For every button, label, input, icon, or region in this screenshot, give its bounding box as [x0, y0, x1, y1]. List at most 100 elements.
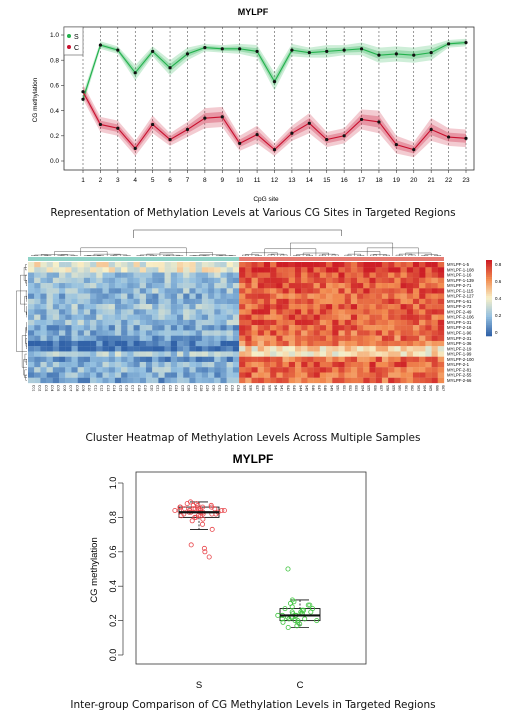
heatmap-cell [71, 346, 78, 352]
box-point [177, 504, 183, 510]
legend-gradient-step [486, 275, 492, 278]
heatmap-cell [46, 283, 53, 289]
heatmap-cell [406, 356, 414, 363]
heatmap-cell [177, 262, 184, 268]
heatmap-cell [65, 377, 72, 384]
heatmap-cell [201, 309, 209, 315]
heatmap-cell [363, 367, 370, 373]
heatmap-cell [189, 335, 196, 342]
heatmap-cell [276, 335, 283, 342]
heatmap-cell [226, 314, 234, 321]
heatmap-cell [388, 283, 395, 289]
heatmap-column-labels: C01 C02 C03 C04 C05 C06 C07 C08 C09 C10 C11 C12 C13 C… [31, 385, 445, 391]
heatmap-cell [114, 288, 122, 294]
heatmap-cell [208, 267, 215, 273]
heatmap-cell [164, 361, 171, 368]
heatmap-cell [28, 288, 35, 294]
heatmap-cell [245, 356, 252, 363]
heatmap-cell [208, 314, 215, 321]
heatmap-cell [257, 351, 265, 357]
heatmap-cell [419, 377, 426, 384]
data-point [98, 122, 103, 127]
x-tick-label: 7 [186, 177, 190, 184]
legend-swatch-s [67, 34, 71, 38]
heatmap-cell [363, 272, 370, 278]
heatmap-cell [257, 346, 265, 352]
heatmap-cell [257, 335, 265, 342]
heatmap-cell [263, 314, 271, 321]
heatmap-cell [177, 309, 184, 315]
heatmap-cell [164, 335, 171, 342]
heatmap-cell [437, 330, 445, 336]
data-point [342, 48, 346, 52]
heatmap-cell [71, 309, 78, 315]
row-dendrogram-branch [24, 295, 27, 313]
heatmap-cell [301, 288, 308, 294]
heatmap-cell [326, 293, 333, 299]
heatmap-cell [40, 335, 47, 342]
heatmap-cell [214, 298, 221, 305]
heatmap-cell [332, 304, 339, 310]
dendrogram-branch [421, 255, 429, 256]
heatmap-cell [34, 277, 41, 284]
heatmap-cell [164, 314, 171, 321]
heatmap-cell [431, 361, 438, 368]
heatmap-cell [183, 372, 190, 378]
heatmap-cell [46, 293, 53, 299]
heatmap-cell [381, 277, 389, 284]
heatmap-cell [251, 335, 258, 342]
heatmap-cell [226, 262, 234, 268]
heatmap-cell [232, 340, 240, 347]
heatmap-cell [158, 340, 165, 347]
heatmap-cell [307, 330, 314, 336]
heatmap-cell [208, 330, 215, 336]
heatmap-cell [195, 330, 202, 336]
heatmap-cell [158, 361, 165, 368]
heatmap-cell [344, 267, 352, 273]
heatmap-cell [276, 304, 283, 310]
heatmap-cell [139, 309, 147, 315]
series-band-s [83, 38, 466, 106]
heatmap-cell [71, 262, 78, 268]
heatmap-cell [52, 372, 60, 378]
column-label: S52 [348, 385, 352, 391]
heatmap-cell [189, 267, 196, 273]
heatmap-cell [419, 309, 426, 315]
heatmap-cell [326, 377, 333, 384]
heatmap-cell [46, 319, 53, 326]
heatmap-cell [357, 325, 364, 331]
heatmap-cell [28, 335, 35, 342]
heatmap-cell [257, 304, 265, 310]
heatmap-cell [220, 309, 227, 315]
heatmap-cell [102, 262, 109, 268]
heatmap-cell [158, 335, 165, 342]
heatmap-cell [114, 283, 122, 289]
column-label: C07 [69, 385, 73, 391]
column-label: C16 [124, 385, 128, 391]
heatmap-cell [145, 335, 153, 342]
heatmap-cell [121, 262, 128, 268]
heatmap-cell [214, 335, 221, 342]
heatmap-cell [326, 309, 333, 315]
heatmap-cell [245, 330, 252, 336]
row-label: MYLPF-1-61 [447, 299, 472, 304]
heatmap-cell [170, 262, 178, 268]
column-label: C26 [187, 385, 191, 391]
heatmap-cell [301, 272, 308, 278]
heatmap-cell [419, 288, 426, 294]
heatmap-cell [245, 340, 252, 347]
heatmap-cell [220, 367, 227, 373]
data-point [429, 127, 433, 132]
column-label: S38 [261, 385, 265, 391]
heatmap-cell [90, 351, 97, 357]
heatmap-cell [375, 361, 383, 368]
heatmap-cell [294, 309, 302, 315]
heatmap-cell [201, 314, 209, 321]
heatmap-cell [363, 262, 370, 268]
heatmap-cell [102, 298, 109, 305]
data-point [272, 148, 277, 152]
heatmap-cell [326, 262, 333, 268]
heatmap-cell [34, 283, 41, 289]
heatmap-cell [177, 335, 184, 342]
heatmap-cell [34, 377, 41, 384]
